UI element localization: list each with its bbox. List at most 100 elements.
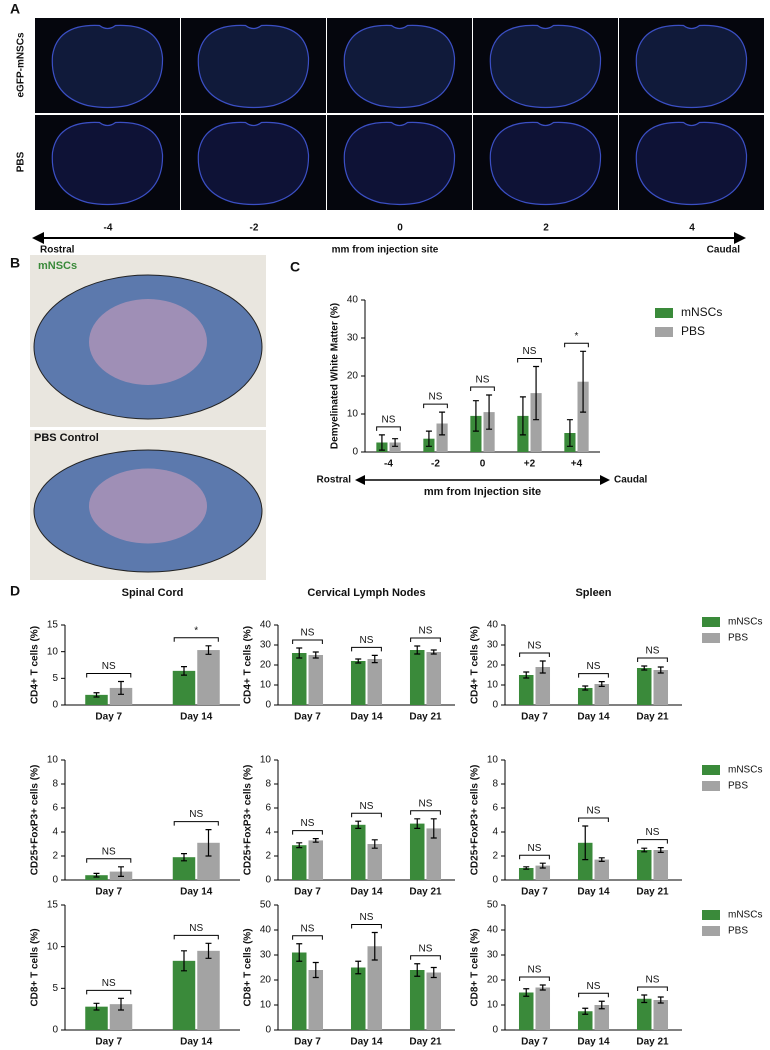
x-tick-label: Day 7: [95, 712, 122, 723]
bar: [367, 659, 383, 705]
bar: [172, 670, 196, 705]
y-tick-label: 4: [265, 827, 271, 838]
significance-bracket: [292, 639, 323, 644]
error-bar: [657, 996, 664, 1004]
significance-bracket: [517, 358, 542, 363]
tissue: [489, 24, 602, 109]
y-tick-label: 40: [487, 620, 499, 631]
error-bar: [355, 960, 362, 975]
y-tick-label: 40: [260, 925, 272, 936]
y-tick-label: 10: [47, 646, 59, 657]
rostral-label: Rostral: [40, 245, 75, 256]
error-bar: [355, 820, 362, 829]
error-bar: [312, 961, 319, 979]
chart-title: Spleen: [575, 587, 611, 599]
x-tick-label: Day 7: [521, 712, 548, 723]
y-tick-label: 10: [487, 1000, 499, 1011]
significance-bracket: [637, 839, 668, 844]
y-tick-label: 6: [52, 803, 58, 814]
x-tick-label: -2: [431, 459, 440, 470]
x-tick-label: Day 21: [409, 1037, 442, 1048]
significance-label: NS: [528, 843, 542, 854]
x-axis-label: mm from Injection site: [424, 486, 541, 498]
bar: [197, 950, 220, 1030]
significance-label: NS: [429, 392, 443, 403]
significance-bracket: [564, 342, 589, 348]
bar: [367, 844, 383, 880]
legend-swatch: [702, 617, 720, 627]
bar: [109, 1004, 133, 1030]
bar: [653, 1000, 669, 1030]
error-bar: [580, 350, 587, 413]
y-tick-label: 0: [265, 700, 271, 711]
significance-bracket: [410, 637, 441, 642]
error-bar: [582, 1007, 589, 1015]
significance-bracket: [423, 403, 448, 409]
error-bar: [296, 943, 303, 962]
y-axis-label: CD25+FoxP3+ cells (%): [30, 765, 41, 876]
legend-label: mNSCs: [728, 617, 762, 628]
x-tick-label: Day 7: [294, 1037, 321, 1048]
significance-label: NS: [476, 375, 490, 386]
legend-swatch: [702, 926, 720, 936]
bar: [308, 840, 324, 880]
y-tick-label: 50: [260, 900, 272, 911]
tissue: [635, 121, 748, 206]
error-bar: [439, 411, 446, 436]
bar: [426, 828, 442, 880]
bar: [653, 850, 669, 880]
significance-label: NS: [301, 628, 315, 639]
bar: [518, 675, 534, 705]
x-tick-label: +2: [524, 459, 536, 470]
error-bar: [523, 866, 530, 870]
x-tick-label: Day 21: [409, 712, 442, 723]
bar: [367, 946, 383, 1030]
bar: [535, 987, 551, 1030]
tissue: [489, 121, 602, 206]
bar: [577, 842, 593, 880]
error-bar: [378, 434, 385, 451]
significance-bracket: [519, 854, 550, 860]
error-bar: [355, 658, 362, 664]
legend-swatch: [702, 633, 720, 643]
y-tick-label: 0: [52, 875, 58, 886]
significance-label: NS: [646, 646, 660, 657]
error-bar: [93, 692, 100, 698]
position-label: 2: [543, 223, 549, 234]
significance-bracket: [173, 821, 219, 826]
y-tick-label: 4: [492, 827, 498, 838]
significance-bracket: [86, 989, 132, 995]
error-bar: [566, 419, 573, 447]
tissue: [51, 24, 164, 109]
y-tick-label: 10: [487, 755, 499, 766]
row-label: PBS: [16, 151, 27, 172]
significance-bracket: [351, 812, 382, 818]
error-bar: [523, 988, 530, 997]
significance-label: NS: [102, 846, 116, 857]
error-bar: [392, 438, 399, 447]
error-bar: [205, 645, 212, 655]
y-axis-label: CD4+ T cells (%): [470, 626, 481, 704]
axis-label: mm from injection site: [332, 245, 439, 256]
y-tick-label: 0: [492, 875, 498, 886]
significance-label: *: [575, 331, 579, 342]
y-tick-label: 30: [347, 333, 359, 344]
y-tick-label: 10: [260, 1000, 272, 1011]
x-tick-label: Day 7: [95, 1037, 122, 1048]
bar: [535, 865, 551, 880]
significance-bracket: [86, 673, 132, 678]
caudal-label: Caudal: [707, 245, 741, 256]
micrographs: [30, 18, 764, 580]
significance-label: *: [194, 625, 198, 636]
error-bar: [93, 1002, 100, 1011]
bar: [85, 694, 108, 705]
legend-swatch: [702, 765, 720, 775]
chart-title: Spinal Cord: [122, 587, 184, 599]
x-tick-label: Day 21: [636, 887, 669, 898]
bar: [470, 415, 482, 452]
bar: [594, 684, 610, 705]
legend-swatch: [655, 327, 673, 337]
error-bar: [641, 847, 648, 853]
error-bar: [181, 950, 187, 972]
